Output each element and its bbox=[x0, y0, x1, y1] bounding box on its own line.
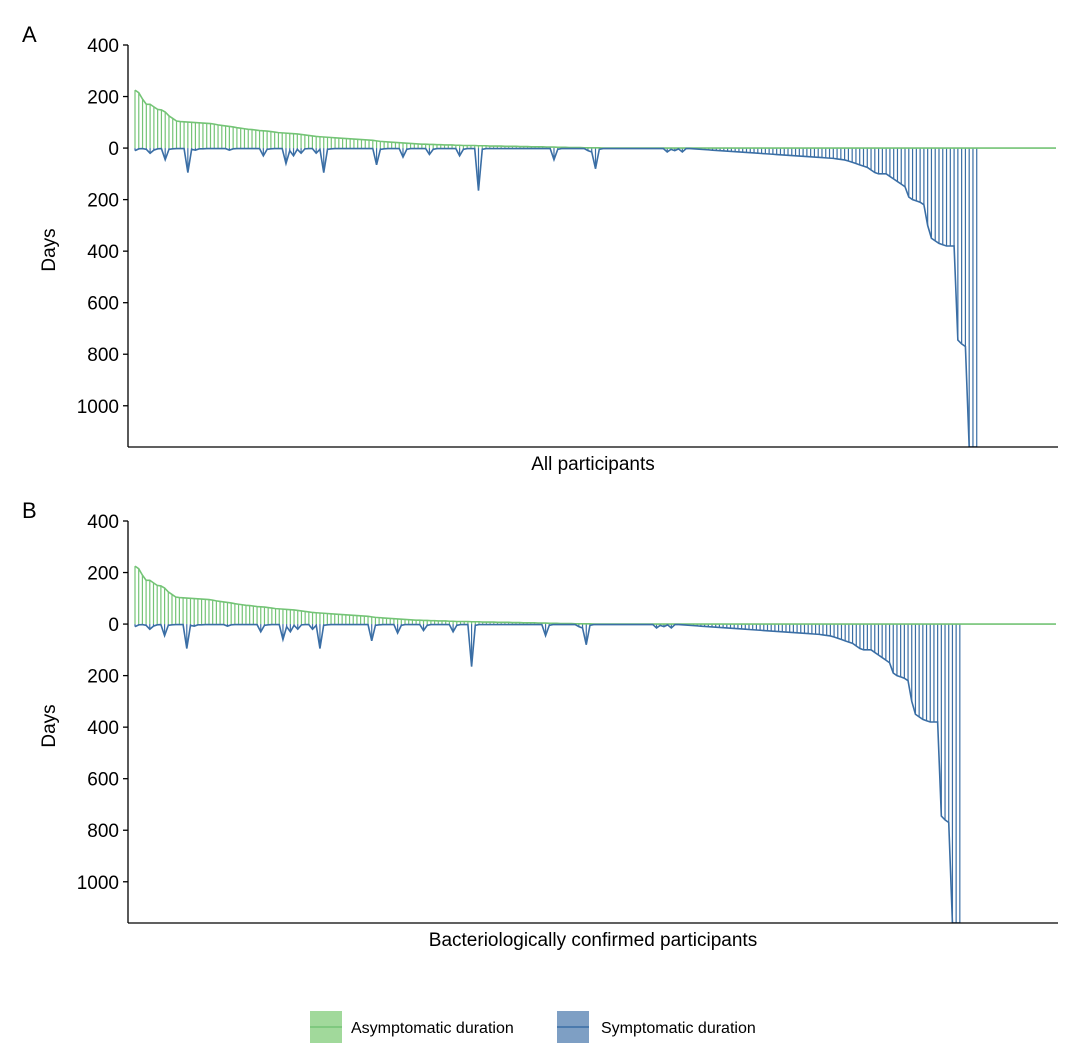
asymptomatic-series-line bbox=[134, 565, 1056, 625]
y-tick-label: 400 bbox=[87, 718, 119, 739]
y-tick-label: 600 bbox=[87, 770, 119, 791]
x-axis-title-b: Bacteriologically confirmed participants bbox=[429, 930, 757, 951]
y-tick-label: 400 bbox=[87, 36, 119, 57]
panel-letter-b: B bbox=[22, 498, 37, 523]
y-tick-label: 200 bbox=[87, 88, 119, 109]
plot-area bbox=[134, 89, 1056, 447]
panel-a: A All participants Days 400 200 0 200 400 600… bbox=[22, 22, 1058, 475]
y-tick-label: 400 bbox=[87, 512, 119, 533]
y-axis-title-b: Days bbox=[39, 704, 60, 747]
y-tick-label: 800 bbox=[87, 345, 119, 366]
y-tick-label: 800 bbox=[87, 821, 119, 842]
legend: Asymptomatic duration Symptomatic durati… bbox=[310, 1011, 756, 1043]
y-axis-title-a: Days bbox=[39, 228, 60, 271]
y-tick-label: 600 bbox=[87, 294, 119, 315]
legend-label-asymptomatic: Asymptomatic duration bbox=[351, 1020, 514, 1037]
y-tick-label: 0 bbox=[108, 139, 119, 160]
y-tick-label: 1000 bbox=[77, 873, 119, 894]
x-axis-title-a: All participants bbox=[531, 454, 655, 475]
y-tick-label: 200 bbox=[87, 667, 119, 688]
symptomatic-series-line bbox=[134, 623, 960, 923]
y-tick-label: 200 bbox=[87, 191, 119, 212]
panel-b: B Bacteriologically confirmed participan… bbox=[22, 498, 1058, 951]
asymptomatic-series-line bbox=[134, 89, 1056, 149]
panel-letter-a: A bbox=[22, 22, 37, 47]
y-tick-label: 200 bbox=[87, 564, 119, 585]
symptomatic-series-line bbox=[134, 147, 977, 447]
y-tick-label: 1000 bbox=[77, 397, 119, 418]
y-tick-label: 0 bbox=[108, 615, 119, 636]
plot-area bbox=[134, 565, 1056, 923]
y-tick-label: 400 bbox=[87, 242, 119, 263]
legend-label-symptomatic: Symptomatic duration bbox=[601, 1020, 756, 1037]
